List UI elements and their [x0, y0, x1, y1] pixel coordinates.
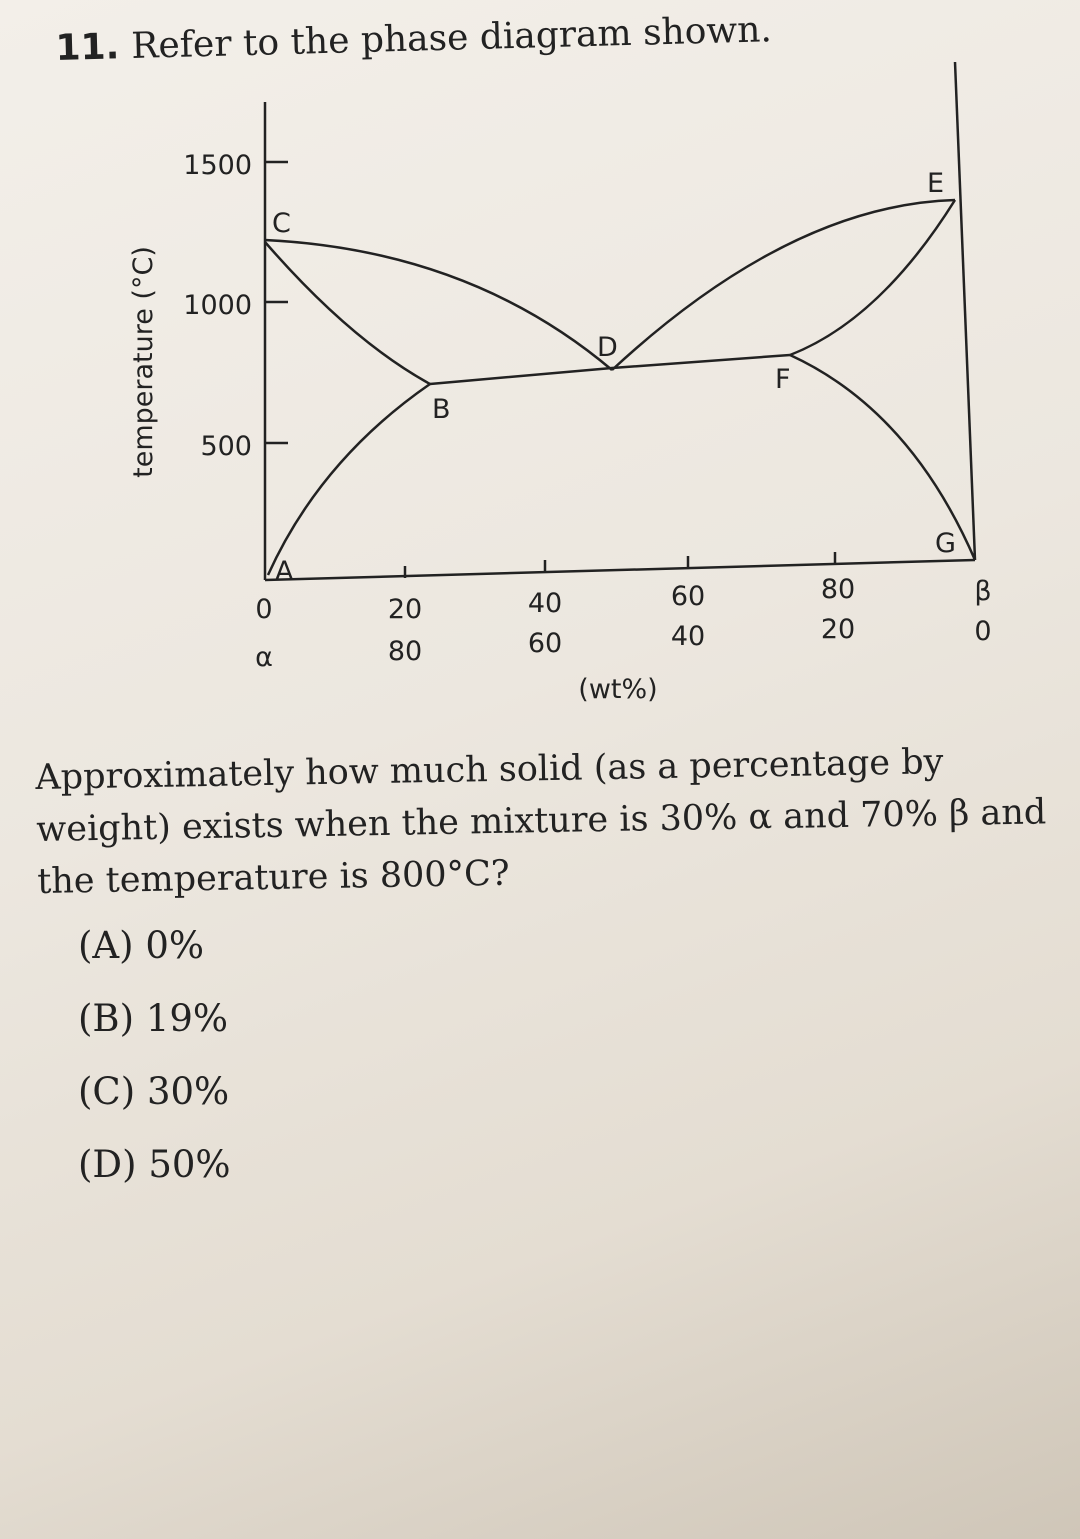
liquidus-right	[611, 198, 956, 371]
x-beta-label-60: 60	[671, 581, 705, 612]
point-label-g: G	[935, 528, 956, 559]
option-c-value: 30%	[146, 1070, 230, 1113]
option-a[interactable]: (A) 0%	[78, 920, 231, 993]
solvus-right	[789, 353, 977, 561]
liquidus-left	[264, 238, 613, 371]
option-d[interactable]: (D) 50%	[78, 1139, 231, 1212]
x-left-alpha-label: α	[255, 642, 273, 673]
solidus-left	[264, 241, 431, 386]
point-label-c: C	[272, 208, 291, 239]
eutectic-line	[429, 353, 791, 386]
option-d-label: (D)	[78, 1143, 137, 1186]
x-beta-label-20: 20	[388, 594, 422, 625]
y-tick-label-500: 500	[200, 431, 252, 462]
y-tick-label-1000: 1000	[183, 290, 252, 321]
answer-options: (A) 0% (B) 19% (C) 30% (D) 50%	[78, 920, 231, 1212]
point-label-e: E	[927, 168, 944, 199]
x-left-beta-label: 0	[255, 594, 272, 625]
option-a-label: (A)	[78, 924, 134, 967]
point-label-f: F	[775, 364, 791, 395]
x-beta-label-80: 80	[821, 574, 855, 605]
point-label-a: A	[275, 556, 294, 587]
point-label-b: B	[432, 394, 451, 425]
phase-diagram: 1500 1000 500 temperature (°C) C B A D F…	[128, 61, 992, 705]
solidus-right	[789, 199, 957, 357]
solvus-left	[266, 382, 431, 576]
option-d-value: 50%	[148, 1143, 231, 1186]
option-b-label: (B)	[78, 997, 135, 1040]
option-c-label: (C)	[78, 1070, 136, 1113]
right-axis	[953, 61, 977, 561]
x-alpha-label-80: 80	[388, 636, 422, 667]
option-a-value: 0%	[145, 924, 205, 967]
y-axis-label: temperature (°C)	[128, 246, 159, 478]
question-text: Approximately how much solid (as a perce…	[35, 742, 1047, 902]
y-tick-label-1500: 1500	[183, 150, 252, 181]
option-b-value: 19%	[145, 997, 229, 1040]
x-right-alpha-label: 0	[974, 616, 991, 647]
option-b[interactable]: (B) 19%	[78, 993, 231, 1066]
x-axis-unit: (wt%)	[578, 674, 657, 705]
point-label-d: D	[597, 332, 618, 363]
x-alpha-label-20: 20	[821, 614, 855, 645]
option-c[interactable]: (C) 30%	[78, 1066, 231, 1139]
x-beta-label-40: 40	[528, 588, 562, 619]
x-alpha-label-60: 60	[528, 628, 562, 659]
x-right-beta-label: β	[974, 576, 991, 607]
x-alpha-label-40: 40	[671, 621, 705, 652]
x-axis	[264, 558, 976, 582]
